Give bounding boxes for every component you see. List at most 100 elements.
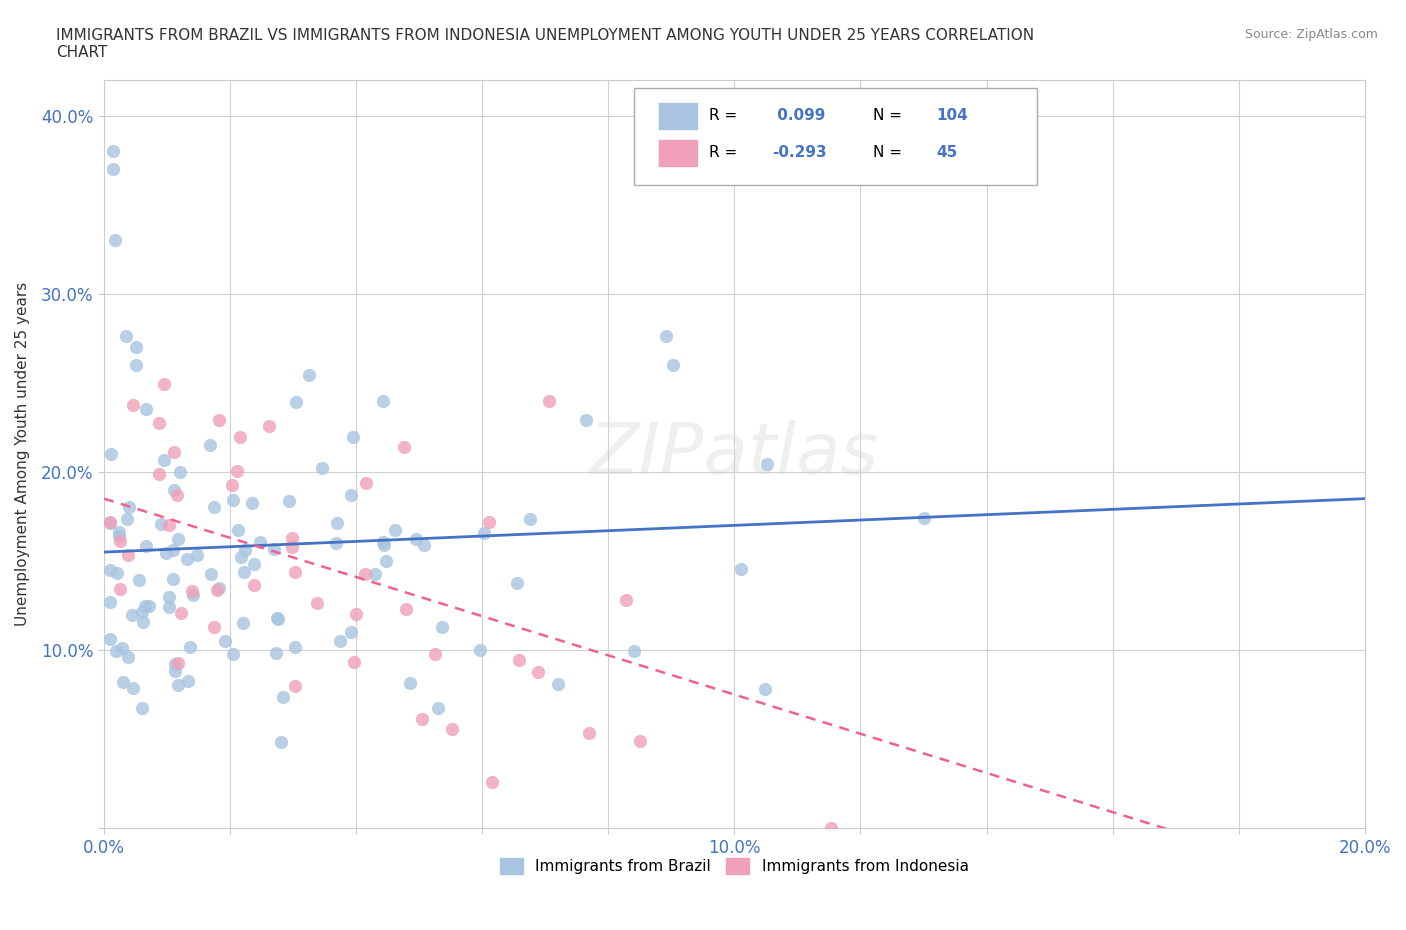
Point <box>208 581 231 596</box>
Point <box>263 541 285 556</box>
Point <box>474 526 496 541</box>
Point <box>169 605 191 620</box>
Point <box>134 598 156 613</box>
Point <box>125 358 148 373</box>
Text: IMMIGRANTS FROM BRAZIL VS IMMIGRANTS FROM INDONESIA UNEMPLOYMENT AMONG YOUTH UND: IMMIGRANTS FROM BRAZIL VS IMMIGRANTS FRO… <box>56 28 1035 60</box>
Point <box>208 413 231 428</box>
Point <box>280 530 302 545</box>
Point <box>101 144 124 159</box>
Point <box>259 419 281 434</box>
Point <box>426 700 449 715</box>
Point <box>155 546 177 561</box>
Point <box>131 700 153 715</box>
Point <box>440 722 463 737</box>
Point <box>481 775 503 790</box>
Point <box>104 232 127 247</box>
Point <box>399 676 422 691</box>
Point <box>614 592 637 607</box>
Text: ZIPatlas: ZIPatlas <box>591 419 879 488</box>
Text: -0.293: -0.293 <box>772 145 827 160</box>
Point <box>411 711 433 726</box>
Point <box>162 542 184 557</box>
Point <box>755 457 778 472</box>
Point <box>423 646 446 661</box>
Bar <box>659 140 696 166</box>
Text: Source: ZipAtlas.com: Source: ZipAtlas.com <box>1244 28 1378 41</box>
Point <box>100 446 122 461</box>
Point <box>478 514 501 529</box>
Point <box>179 639 201 654</box>
Point <box>267 611 290 626</box>
Point <box>754 682 776 697</box>
Point <box>149 517 172 532</box>
Point <box>912 511 935 525</box>
Point <box>412 538 434 552</box>
Point <box>125 339 148 354</box>
Point <box>662 358 685 373</box>
Point <box>214 633 236 648</box>
Text: 45: 45 <box>936 145 957 160</box>
Point <box>138 599 160 614</box>
Point <box>325 536 347 551</box>
Text: 0.099: 0.099 <box>772 108 825 123</box>
Point <box>198 437 221 452</box>
Point <box>202 499 225 514</box>
Point <box>157 599 180 614</box>
Point <box>153 452 176 467</box>
Point <box>284 678 307 693</box>
Point <box>163 657 186 671</box>
Point <box>167 656 190 671</box>
Point <box>202 620 225 635</box>
Point <box>163 483 186 498</box>
Point <box>229 550 252 565</box>
Point <box>575 413 598 428</box>
Bar <box>659 102 696 128</box>
Point <box>200 566 222 581</box>
Point <box>128 572 150 587</box>
Point <box>508 653 530 668</box>
Point <box>114 328 136 343</box>
Point <box>249 535 271 550</box>
Point <box>98 631 121 646</box>
Point <box>232 565 254 579</box>
Point <box>108 581 131 596</box>
Point <box>135 402 157 417</box>
Point <box>240 496 263 511</box>
Point <box>110 641 132 656</box>
Text: N =: N = <box>873 108 903 123</box>
Point <box>343 655 366 670</box>
Point <box>820 820 842 835</box>
Point <box>354 475 377 490</box>
Point <box>242 556 264 571</box>
Point <box>519 512 541 526</box>
Point <box>117 512 139 526</box>
Point <box>122 398 145 413</box>
Point <box>340 625 363 640</box>
Point <box>153 377 176 392</box>
Point <box>222 492 245 507</box>
Point <box>226 464 249 479</box>
Point <box>98 514 121 529</box>
Point <box>271 690 294 705</box>
Point <box>266 646 288 661</box>
Point <box>405 531 427 546</box>
Point <box>181 587 204 602</box>
Point <box>101 162 124 177</box>
Point <box>578 726 600 741</box>
Point <box>284 640 307 655</box>
Point <box>167 531 190 546</box>
Point <box>117 499 139 514</box>
Point <box>232 616 254 631</box>
Point <box>167 678 190 693</box>
Point <box>98 594 121 609</box>
Point <box>281 539 304 554</box>
Point <box>222 647 245 662</box>
Point <box>326 516 349 531</box>
Text: N =: N = <box>873 145 903 160</box>
Point <box>176 551 198 566</box>
Point <box>181 583 204 598</box>
Text: R =: R = <box>709 145 737 160</box>
Point <box>342 430 364 445</box>
Text: 104: 104 <box>936 108 967 123</box>
Text: R =: R = <box>709 108 737 123</box>
